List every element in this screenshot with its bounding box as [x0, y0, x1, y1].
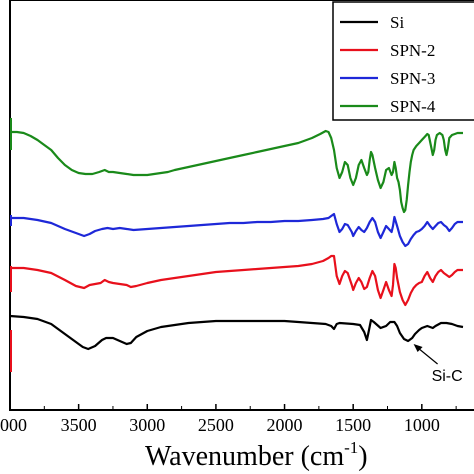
si-c-annotation: Si-C	[413, 344, 463, 385]
legend: Si SPN-2 SPN-3 SPN-4	[332, 1, 474, 121]
series-line-spn-3	[10, 212, 463, 248]
x-tick-label: 3000	[129, 415, 165, 435]
x-tick-label: 2000	[267, 415, 303, 435]
annotation-label: Si-C	[432, 368, 463, 385]
series-line-spn-4	[10, 129, 463, 214]
plot-area: 000 3500 3000 2500 2000 1500 1000	[0, 0, 474, 435]
x-tick-label: 3500	[61, 415, 97, 435]
legend-label-si: Si	[390, 13, 404, 32]
x-tick-label: 1500	[335, 415, 371, 435]
x-axis-title-main: Wavenumber (cm	[145, 441, 344, 472]
series-line-spn-2	[10, 254, 463, 307]
annotation-arrow-head	[413, 344, 423, 352]
legend-label-spn-3: SPN-3	[390, 69, 435, 88]
x-tick-label: 000	[0, 415, 27, 435]
legend-label-spn-2: SPN-2	[390, 41, 435, 60]
x-tick-label: 1000	[404, 415, 440, 435]
x-axis-title: Wavenumber (cm-1)	[145, 438, 368, 472]
x-axis-ticks: 000 3500 3000 2500 2000 1500 1000	[0, 404, 457, 435]
x-tick-label: 2500	[198, 415, 234, 435]
series-line-si	[9, 314, 464, 351]
series-layer	[9, 118, 464, 372]
legend-label-spn-4: SPN-4	[390, 97, 436, 116]
x-axis-title-close: )	[358, 441, 367, 472]
x-axis-title-sup: -1	[344, 438, 358, 457]
